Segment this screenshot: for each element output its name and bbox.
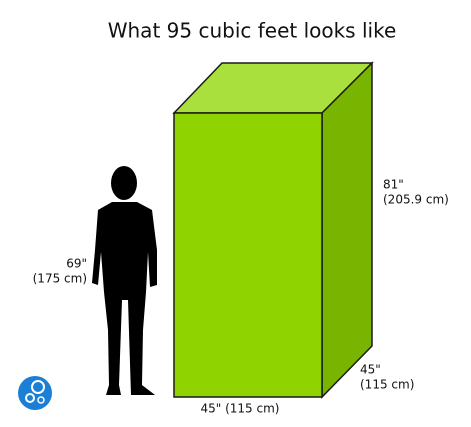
- box-height-label: (205.9 cm): [383, 193, 449, 207]
- box-depth-label: 45": [360, 363, 381, 377]
- box-front: [173, 112, 323, 398]
- box-depth-label: (115 cm): [360, 378, 414, 392]
- title: What 95 cubic feet looks like: [108, 19, 397, 43]
- box-side: [321, 61, 373, 399]
- person-height-label: 69": [66, 257, 87, 271]
- box-height-label: 81": [383, 178, 404, 192]
- logo: [18, 376, 52, 410]
- person-height-label: (175 cm): [33, 272, 87, 286]
- person-silhouette: [92, 166, 157, 395]
- box-width-label: 45" (115 cm): [201, 402, 280, 416]
